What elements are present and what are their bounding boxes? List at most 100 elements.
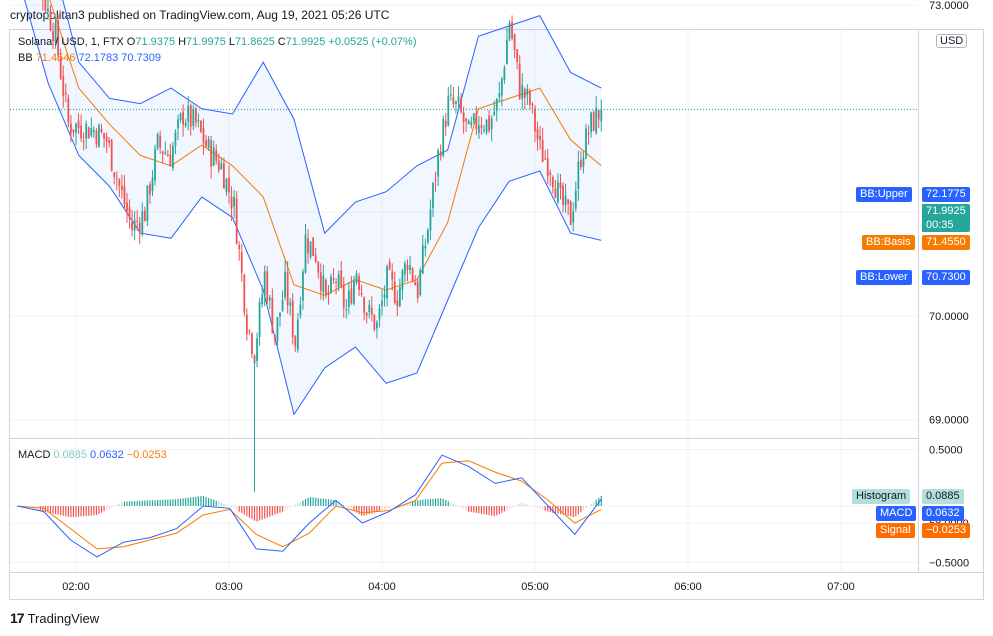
candle-body (166, 154, 169, 157)
candle-body (506, 39, 508, 65)
candle-body (554, 188, 557, 199)
candle-body (376, 322, 378, 329)
candle-body (337, 274, 340, 288)
bb-basis-tag-label: BB:Basis (862, 235, 915, 250)
candle-body (544, 158, 547, 160)
candle-body (317, 261, 320, 273)
candle-body (59, 57, 62, 79)
bb-legend[interactable]: BB 71.4546 72.1783 70.7309 (18, 52, 164, 64)
candle-body (531, 103, 534, 105)
candle-body (54, 23, 57, 43)
candle-body (263, 271, 266, 296)
candle-body (95, 130, 98, 145)
candle-body (325, 279, 327, 295)
candle-body (154, 148, 156, 181)
candle-body (600, 109, 603, 122)
candle-body (360, 293, 363, 295)
candle-body (419, 269, 422, 295)
time-tick-label: 02:00 (62, 581, 90, 593)
macd-line (17, 454, 602, 558)
candle-body (256, 338, 258, 361)
price-tick-label: 73.0000 (929, 0, 969, 12)
symbol-name: Solana / USD, 1, FTX (18, 36, 124, 48)
candle-body (340, 270, 343, 286)
candle-body (207, 138, 210, 148)
candle-body (149, 184, 151, 195)
candle-body (108, 140, 111, 143)
candle-body (470, 122, 473, 125)
candle-body (404, 263, 406, 275)
candle-body (243, 274, 246, 313)
symbol-legend[interactable]: Solana / USD, 1, FTX O71.9375 H71.9975 L71.… (18, 36, 420, 48)
candle-body (432, 183, 434, 208)
candle-body (574, 190, 577, 209)
macd-line-value: 0.0632 (90, 449, 124, 461)
candle-body (541, 139, 544, 162)
price-tick-label: 70.0000 (929, 311, 969, 323)
macd-hist-value: 0.0885 (53, 449, 88, 461)
candle-body (215, 150, 218, 161)
candle-body (467, 120, 470, 125)
candle-body (62, 76, 65, 96)
candle-body (551, 177, 554, 188)
candle-body (393, 281, 396, 304)
histogram-tag-value: 0.0885 (922, 489, 964, 504)
candle-body (322, 275, 325, 293)
candle-body (365, 312, 368, 316)
close-value: 71.9925 (285, 36, 326, 48)
signal-line (17, 460, 602, 550)
candle-body (526, 88, 529, 96)
macd-legend[interactable]: MACD 0.0885 0.0632 −0.0253 (18, 449, 170, 461)
candle-body (82, 141, 85, 143)
candle-body (121, 185, 123, 191)
candle-body (289, 302, 292, 306)
candle-body (64, 92, 67, 95)
currency-button[interactable]: USD (936, 34, 968, 48)
candle-body (370, 307, 373, 315)
candle-body (585, 128, 587, 159)
candle-body (309, 241, 312, 257)
candle-body (251, 333, 253, 355)
candle-body (577, 161, 580, 189)
candle-body (355, 273, 358, 283)
candle-body (113, 172, 116, 177)
candle-body (217, 160, 220, 171)
bb-basis-tag-value: 71.4550 (922, 235, 970, 250)
change-value: +0.0525 (+0.07%) (328, 36, 417, 48)
candle-body (291, 300, 294, 338)
candle-body (248, 330, 251, 332)
candle-body (409, 265, 411, 270)
candle-body (391, 271, 394, 280)
candle-body (460, 98, 462, 112)
footer-brand[interactable]: 17 TradingView (10, 610, 99, 626)
candle-body (347, 290, 350, 307)
candle-body (587, 132, 590, 135)
candle-body (261, 295, 264, 305)
candle-body (172, 146, 174, 169)
candle-body (353, 280, 355, 304)
candle-body (302, 271, 304, 301)
candle-body (136, 220, 139, 222)
candle-body (225, 178, 228, 192)
high-label: H (178, 36, 187, 48)
candle-body (159, 135, 162, 148)
candle-body (138, 222, 141, 232)
candle-body (161, 151, 164, 155)
candle-body (146, 185, 149, 221)
candle-body (194, 108, 197, 123)
candle-body (416, 281, 419, 299)
candle-body (462, 112, 465, 123)
time-tick-label: 05:00 (521, 581, 549, 593)
chart-frame (9, 29, 984, 600)
candle-body (595, 107, 598, 133)
candle-body (564, 195, 567, 206)
candle-body (105, 136, 108, 142)
high-value: 71.9975 (186, 36, 226, 48)
macd-signal-value: −0.0253 (126, 449, 167, 461)
macd-tag-label: MACD (876, 506, 917, 521)
candle-body (284, 271, 286, 298)
candle-body (92, 129, 95, 132)
candle-body (411, 268, 414, 281)
candles-group (42, 0, 603, 493)
